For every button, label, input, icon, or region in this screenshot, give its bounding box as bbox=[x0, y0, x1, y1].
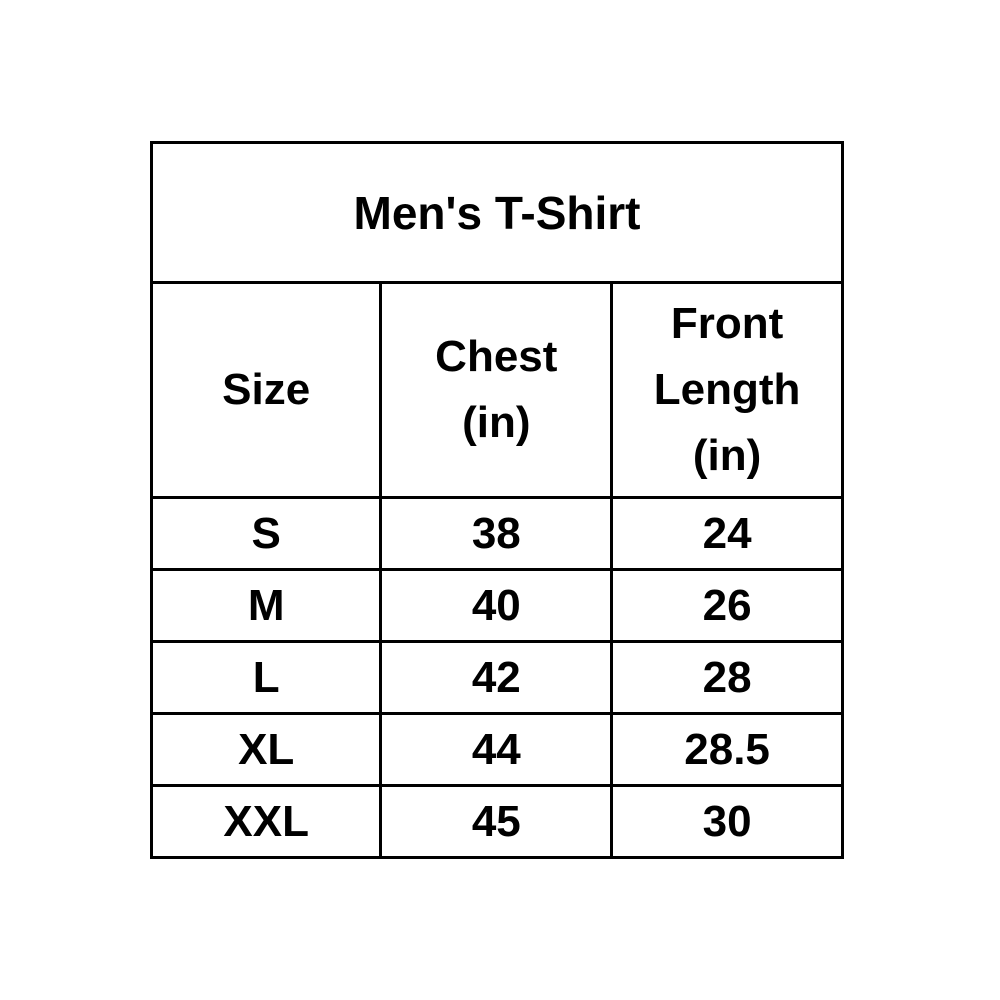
column-header-front-length-unit: (in) bbox=[692, 431, 762, 480]
cell-front-length: 26 bbox=[610, 568, 844, 643]
column-header-size: Size bbox=[149, 281, 383, 499]
table-title-row: Men's T-Shirt bbox=[150, 141, 844, 284]
column-header-chest: Chest (in) bbox=[379, 281, 614, 499]
cell-chest: 38 bbox=[379, 496, 614, 571]
cell-chest: 40 bbox=[379, 568, 614, 643]
cell-chest: 45 bbox=[379, 784, 614, 859]
table-row: L 42 28 bbox=[149, 640, 844, 715]
table-header-row: Size Chest (in) Front Length (in) bbox=[149, 281, 844, 499]
table-row: XXL 45 30 bbox=[149, 784, 844, 859]
cell-size: XL bbox=[149, 712, 383, 787]
cell-chest: 44 bbox=[379, 712, 614, 787]
cell-size: M bbox=[149, 568, 383, 643]
column-header-chest-unit: (in) bbox=[462, 398, 531, 447]
cell-size: XXL bbox=[149, 784, 383, 859]
column-header-size-label: Size bbox=[222, 365, 311, 414]
cell-front-length: 28 bbox=[610, 640, 844, 715]
table-row: XL 44 28.5 bbox=[149, 712, 844, 787]
table-title: Men's T-Shirt bbox=[150, 141, 844, 284]
cell-chest: 42 bbox=[379, 640, 614, 715]
cell-front-length: 30 bbox=[610, 784, 844, 859]
table-row: M 40 26 bbox=[149, 568, 844, 643]
table-row: S 38 24 bbox=[149, 496, 844, 571]
column-header-front-length-label-2: Length bbox=[653, 365, 801, 414]
cell-front-length: 28.5 bbox=[610, 712, 844, 787]
column-header-front-length-label-1: Front bbox=[670, 299, 784, 348]
size-chart-table: Men's T-Shirt Size Chest (in) Front Leng… bbox=[149, 141, 844, 859]
cell-size: L bbox=[149, 640, 383, 715]
column-header-front-length: Front Length (in) bbox=[610, 281, 844, 499]
cell-front-length: 24 bbox=[610, 496, 844, 571]
column-header-chest-label: Chest bbox=[435, 332, 558, 381]
cell-size: S bbox=[149, 496, 383, 571]
